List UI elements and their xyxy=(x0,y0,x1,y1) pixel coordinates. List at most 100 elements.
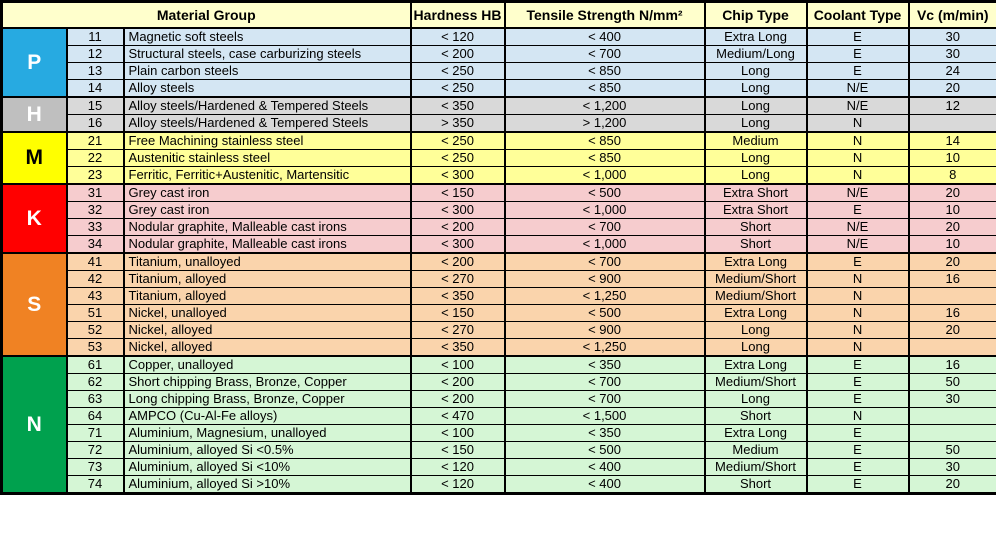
cell-code[interactable]: 22 xyxy=(65,149,125,167)
cell-code[interactable]: 15 xyxy=(65,96,125,115)
cell-coolant[interactable]: E xyxy=(805,27,910,46)
cell-chip[interactable]: Medium xyxy=(703,131,808,150)
cell-hardness[interactable]: > 350 xyxy=(409,114,506,133)
cell-material[interactable]: Short chipping Brass, Bronze, Copper xyxy=(122,373,412,391)
cell-code[interactable]: 16 xyxy=(65,114,125,133)
cell-vc[interactable] xyxy=(907,114,996,133)
cell-hardness[interactable]: < 200 xyxy=(409,45,506,63)
cell-code[interactable]: 71 xyxy=(65,424,125,442)
cell-material[interactable]: Titanium, unalloyed xyxy=(122,252,412,271)
cell-hardness[interactable]: < 270 xyxy=(409,270,506,288)
cell-coolant[interactable]: N xyxy=(805,321,910,339)
cell-coolant[interactable]: N/E xyxy=(805,183,910,202)
cell-hardness[interactable]: < 350 xyxy=(409,338,506,357)
cell-material[interactable]: Titanium, alloyed xyxy=(122,270,412,288)
cell-tensile[interactable]: < 350 xyxy=(503,424,706,442)
cell-material[interactable]: Long chipping Brass, Bronze, Copper xyxy=(122,390,412,408)
cell-chip[interactable]: Short xyxy=(703,218,808,236)
cell-chip[interactable]: Long xyxy=(703,338,808,357)
cell-coolant[interactable]: E xyxy=(805,458,910,476)
cell-material[interactable]: Ferritic, Ferritic+Austenitic, Martensit… xyxy=(122,166,412,185)
cell-material[interactable]: Grey cast iron xyxy=(122,201,412,219)
cell-coolant[interactable]: E xyxy=(805,475,910,494)
cell-tensile[interactable]: < 700 xyxy=(503,373,706,391)
cell-coolant[interactable]: N/E xyxy=(805,218,910,236)
cell-hardness[interactable]: < 120 xyxy=(409,27,506,46)
cell-code[interactable]: 21 xyxy=(65,131,125,150)
cell-tensile[interactable]: < 1,000 xyxy=(503,201,706,219)
group-letter-M[interactable]: M xyxy=(0,131,68,185)
col-header-vc[interactable]: Vc (m/min) xyxy=(907,1,996,29)
cell-tensile[interactable]: < 700 xyxy=(503,45,706,63)
cell-code[interactable]: 64 xyxy=(65,407,125,425)
col-header-material-group[interactable]: Material Group xyxy=(0,1,412,29)
cell-hardness[interactable]: < 200 xyxy=(409,252,506,271)
cell-coolant[interactable]: E xyxy=(805,62,910,80)
cell-hardness[interactable]: < 150 xyxy=(409,304,506,322)
cell-material[interactable]: Alloy steels/Hardened & Tempered Steels xyxy=(122,114,412,133)
cell-chip[interactable]: Medium/Short xyxy=(703,287,808,305)
cell-hardness[interactable]: < 100 xyxy=(409,355,506,374)
cell-chip[interactable]: Extra Long xyxy=(703,27,808,46)
cell-coolant[interactable]: E xyxy=(805,45,910,63)
cell-tensile[interactable]: < 1,000 xyxy=(503,166,706,185)
cell-code[interactable]: 62 xyxy=(65,373,125,391)
cell-material[interactable]: Nickel, alloyed xyxy=(122,321,412,339)
cell-material[interactable]: Alloy steels/Hardened & Tempered Steels xyxy=(122,96,412,115)
cell-coolant[interactable]: E xyxy=(805,441,910,459)
group-letter-P[interactable]: P xyxy=(0,27,68,98)
group-letter-K[interactable]: K xyxy=(0,183,68,254)
cell-coolant[interactable]: N/E xyxy=(805,79,910,98)
cell-coolant[interactable]: E xyxy=(805,424,910,442)
cell-tensile[interactable]: < 850 xyxy=(503,79,706,98)
cell-vc[interactable]: 10 xyxy=(907,201,996,219)
cell-hardness[interactable]: < 250 xyxy=(409,131,506,150)
cell-chip[interactable]: Medium/Short xyxy=(703,373,808,391)
cell-hardness[interactable]: < 250 xyxy=(409,79,506,98)
cell-vc[interactable]: 50 xyxy=(907,441,996,459)
cell-chip[interactable]: Long xyxy=(703,390,808,408)
cell-vc[interactable]: 16 xyxy=(907,270,996,288)
cell-hardness[interactable]: < 350 xyxy=(409,287,506,305)
cell-chip[interactable]: Short xyxy=(703,475,808,494)
cell-vc[interactable]: 30 xyxy=(907,390,996,408)
cell-coolant[interactable]: E xyxy=(805,373,910,391)
cell-material[interactable]: Aluminium, alloyed Si <10% xyxy=(122,458,412,476)
cell-tensile[interactable]: < 400 xyxy=(503,27,706,46)
cell-tensile[interactable]: < 850 xyxy=(503,62,706,80)
cell-hardness[interactable]: < 250 xyxy=(409,62,506,80)
cell-vc[interactable]: 16 xyxy=(907,355,996,374)
cell-chip[interactable]: Extra Long xyxy=(703,252,808,271)
cell-coolant[interactable]: N/E xyxy=(805,235,910,254)
cell-vc[interactable]: 30 xyxy=(907,458,996,476)
cell-material[interactable]: Grey cast iron xyxy=(122,183,412,202)
cell-chip[interactable]: Long xyxy=(703,149,808,167)
cell-tensile[interactable]: < 500 xyxy=(503,441,706,459)
cell-hardness[interactable]: < 100 xyxy=(409,424,506,442)
cell-tensile[interactable]: > 1,200 xyxy=(503,114,706,133)
col-header-tensile[interactable]: Tensile Strength N/mm² xyxy=(503,1,706,29)
cell-chip[interactable]: Long xyxy=(703,114,808,133)
cell-code[interactable]: 42 xyxy=(65,270,125,288)
cell-chip[interactable]: Medium/Long xyxy=(703,45,808,63)
cell-material[interactable]: AMPCO (Cu-Al-Fe alloys) xyxy=(122,407,412,425)
cell-chip[interactable]: Long xyxy=(703,96,808,115)
cell-tensile[interactable]: < 1,000 xyxy=(503,235,706,254)
cell-chip[interactable]: Medium/Short xyxy=(703,270,808,288)
cell-tensile[interactable]: < 1,250 xyxy=(503,287,706,305)
cell-code[interactable]: 32 xyxy=(65,201,125,219)
cell-vc[interactable]: 20 xyxy=(907,183,996,202)
cell-vc[interactable]: 12 xyxy=(907,96,996,115)
cell-hardness[interactable]: < 150 xyxy=(409,441,506,459)
cell-coolant[interactable]: N/E xyxy=(805,96,910,115)
cell-material[interactable]: Austenitic stainless steel xyxy=(122,149,412,167)
cell-hardness[interactable]: < 200 xyxy=(409,390,506,408)
cell-vc[interactable]: 8 xyxy=(907,166,996,185)
cell-tensile[interactable]: < 400 xyxy=(503,458,706,476)
cell-coolant[interactable]: N xyxy=(805,304,910,322)
cell-coolant[interactable]: N xyxy=(805,407,910,425)
cell-code[interactable]: 52 xyxy=(65,321,125,339)
cell-coolant[interactable]: N xyxy=(805,166,910,185)
cell-code[interactable]: 31 xyxy=(65,183,125,202)
cell-chip[interactable]: Extra Long xyxy=(703,355,808,374)
